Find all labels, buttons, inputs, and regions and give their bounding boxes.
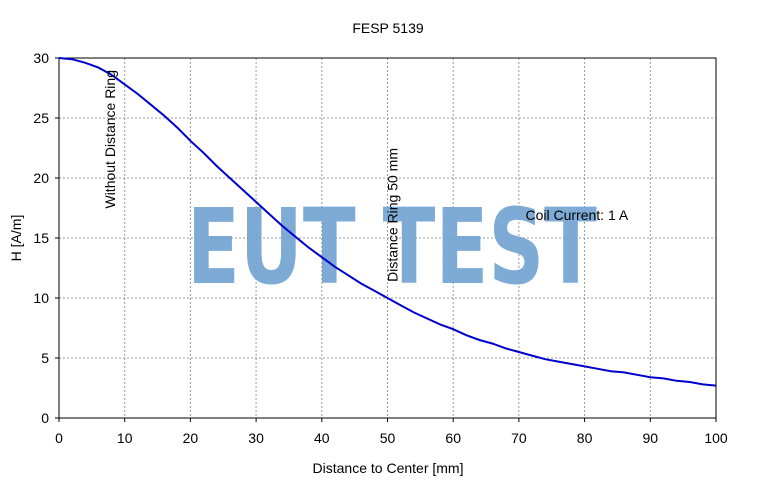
x-axis: 0 10 20 30 40 50 60 70 80 90 100 (55, 418, 728, 446)
y-tick-label: 30 (33, 50, 49, 66)
y-tick-label: 15 (33, 230, 49, 246)
y-tick-label: 0 (41, 410, 49, 426)
x-tick-label: 70 (511, 430, 527, 446)
x-tick-label: 90 (643, 430, 659, 446)
annotation-label: Coil Current: 1 A (525, 207, 628, 223)
x-tick-label: 50 (380, 430, 396, 446)
x-tick-label: 20 (183, 430, 199, 446)
y-tick-label: 10 (33, 290, 49, 306)
x-tick-label: 80 (577, 430, 593, 446)
y-axis-label: H [A/m] (8, 215, 24, 262)
y-tick-label: 5 (41, 350, 49, 366)
annotations: Without Distance Ring Distance Ring 50 mm… (102, 70, 629, 282)
x-tick-label: 10 (117, 430, 133, 446)
x-tick-label: 40 (314, 430, 330, 446)
x-tick-label: 30 (248, 430, 264, 446)
x-tick-label: 0 (55, 430, 63, 446)
y-tick-label: 25 (33, 110, 49, 126)
x-axis-label: Distance to Center [mm] (313, 460, 464, 476)
series-line (58, 57, 717, 387)
chart-title: FESP 5139 (352, 20, 424, 36)
x-tick-label: 100 (704, 430, 728, 446)
y-tick-label: 20 (33, 170, 49, 186)
annotation-label: Distance Ring 50 mm (384, 148, 400, 282)
x-tick-label: 60 (445, 430, 461, 446)
y-axis: 0 5 10 15 20 25 30 (33, 50, 59, 426)
annotation-label: Without Distance Ring (102, 70, 118, 209)
watermark: EUT TEST (187, 186, 597, 308)
